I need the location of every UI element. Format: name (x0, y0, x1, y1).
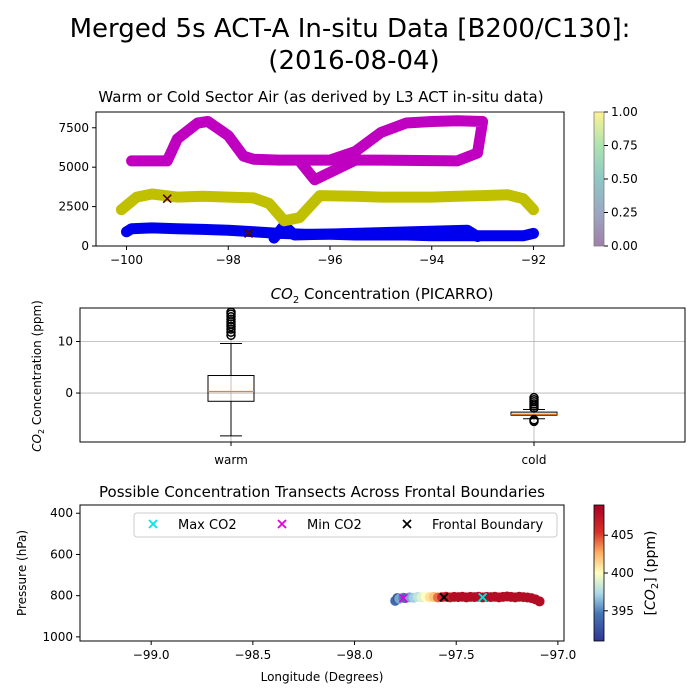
co2-point (535, 596, 545, 606)
transect-points (390, 591, 544, 606)
y-tick-label: 600 (50, 547, 73, 561)
x-tick-label: −98.5 (234, 648, 271, 662)
sector-panel-title: Warm or Cold Sector Air (as derived by L… (98, 88, 543, 106)
legend-min-label: Min CO2 (307, 518, 362, 533)
x-tick-label: −94 (419, 253, 444, 267)
sector-colorbar (594, 112, 604, 246)
sector-colorbar-ticks: 0.00 0.25 0.50 0.75 1.00 (604, 105, 638, 253)
cbar-tick-label: 0.00 (611, 239, 638, 253)
co2-colorbar (594, 505, 604, 641)
x-tick-label: −98.0 (336, 648, 373, 662)
track-cold-segment-2 (274, 226, 478, 239)
y-tick-label: 1000 (42, 630, 73, 644)
cbar-tick-label: 1.00 (611, 105, 638, 119)
co2-colorbar-label: [CO2] (ppm) (643, 531, 661, 616)
y-tick-label: 0 (65, 386, 73, 400)
boxplot-frame (80, 308, 685, 442)
y-tick-label: 800 (50, 589, 73, 603)
transect-ylabel: Pressure (hPa) (15, 530, 29, 616)
track-transition (132, 121, 483, 180)
legend-max-label: Max CO2 (178, 518, 237, 533)
y-tick-label: 0 (81, 239, 89, 253)
x-tick-label: −96 (317, 253, 342, 267)
sector-flight-track (121, 121, 533, 238)
transect-legend: Max CO2 Min CO2 Frontal Boundary (134, 513, 557, 537)
track-warm (121, 194, 533, 221)
boxplot-boxes (80, 308, 685, 442)
y-tick-label: 10 (58, 335, 73, 349)
category-label: cold (522, 453, 547, 467)
cbar-tick-label: 400 (611, 566, 634, 580)
x-tick-label: −92 (521, 253, 546, 267)
cbar-tick-label: 395 (611, 604, 634, 618)
figure-title-line1: Merged 5s ACT-A In-situ Data [B200/C130]… (70, 14, 631, 44)
y-tick-label: 5000 (58, 160, 89, 174)
figure-title-line2: (2016-08-04) (268, 46, 439, 76)
x-tick-label: −98 (216, 253, 241, 267)
cbar-tick-label: 405 (611, 528, 634, 542)
cbar-tick-label: 0.25 (611, 206, 638, 220)
transect-title: Possible Concentration Transects Across … (99, 483, 545, 501)
y-tick-label: 2500 (58, 200, 89, 214)
boxplot-title: CO2 Concentration (PICARRO) (271, 285, 494, 306)
boxplot-axes: 0 10 warm cold (58, 335, 547, 468)
x-tick-label: −97.5 (438, 648, 475, 662)
boxplot-ylabel: CO2 Concentration (ppm) (30, 300, 46, 452)
x-tick-label: −97.0 (540, 648, 577, 662)
co2-colorbar-ticks: 395 400 405 (604, 528, 634, 618)
transect-panel: Possible Concentration Transects Across … (15, 483, 661, 684)
legend-frontal-label: Frontal Boundary (432, 518, 544, 533)
x-tick-label: −99.0 (133, 648, 170, 662)
y-tick-label: 400 (50, 506, 73, 520)
category-label: warm (214, 453, 248, 467)
cbar-tick-label: 0.50 (611, 172, 638, 186)
sector-panel: Warm or Cold Sector Air (as derived by L… (58, 88, 637, 267)
x-tick-label: −100 (110, 253, 143, 267)
cbar-tick-label: 0.75 (611, 139, 638, 153)
transect-xlabel: Longitude (Degrees) (261, 670, 384, 684)
box-warm (208, 308, 254, 436)
y-tick-label: 7500 (58, 121, 89, 135)
